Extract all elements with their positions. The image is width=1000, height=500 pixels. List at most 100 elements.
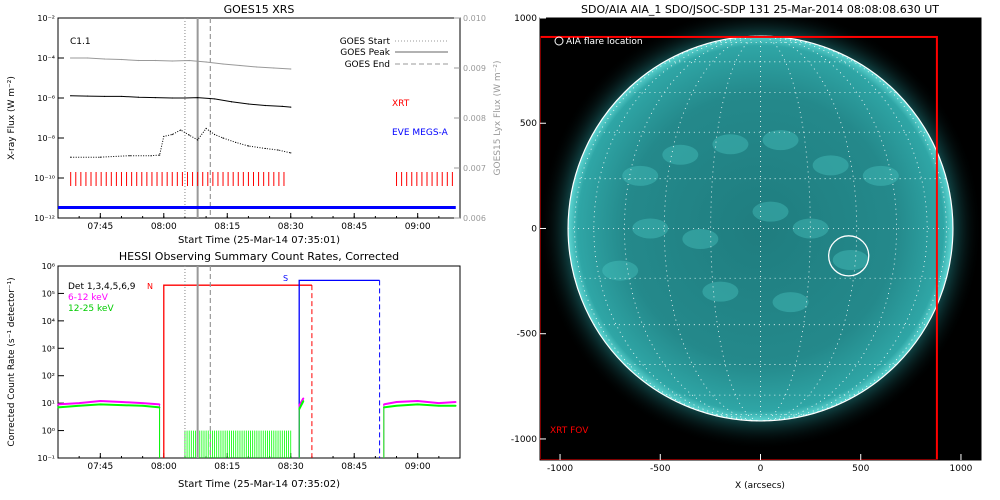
goes-y-tick-label: 10⁻¹² — [34, 214, 55, 223]
aia-x-tick-label: 0 — [758, 464, 764, 474]
aia-y-tick-label: -500 — [517, 330, 538, 340]
goes-data-point — [180, 129, 182, 131]
goes-data-point — [154, 59, 156, 62]
goes-right-y-tick-label: 0.010 — [463, 14, 486, 23]
aia-title: SDO/AIA AIA_1 SDO/JSOC-SDP 131 25-Mar-20… — [581, 3, 939, 16]
aia-bright-region — [622, 165, 659, 186]
hessi-y-tick-label: 10³ — [42, 344, 55, 353]
aia-bright-region — [702, 281, 739, 302]
hessi-night-bracket — [163, 284, 312, 458]
goes-xrt-label: XRT — [392, 99, 410, 109]
hessi-data-point — [416, 400, 419, 402]
aia-bright-region — [632, 218, 669, 239]
hessi-y-tick-label: 10⁵ — [42, 289, 55, 298]
aia-flare-location-circle — [828, 235, 870, 277]
hessi-data-point — [120, 401, 123, 403]
aia-longitude-line — [760, 35, 947, 422]
goes-legend-peak: GOES Peak — [340, 48, 390, 58]
hessi-y-tick-label: 10² — [42, 372, 55, 381]
goes-y-tick-label: 10⁻⁶ — [37, 94, 55, 103]
goes-data-point — [70, 57, 72, 59]
aia-bright-region — [812, 155, 849, 176]
aia-legend-label: AIA flare location — [566, 37, 643, 47]
hessi-data-point — [454, 401, 457, 403]
goes-data-point — [277, 149, 279, 151]
goes-data-point — [171, 133, 173, 136]
hessi-data-point — [454, 405, 457, 407]
goes-data-point — [247, 103, 250, 105]
goes-right-y-tick-label: 0.008 — [463, 114, 486, 123]
goes-y-tick-label: 10⁻¹⁰ — [34, 174, 55, 183]
aia-panel: SDO/AIA AIA_1 SDO/JSOC-SDP 131 25-Mar-20… — [511, 3, 982, 491]
hessi-data-point — [78, 405, 80, 407]
goes-x-tick-label: 08:45 — [341, 222, 367, 232]
aia-x-axis-label: X (arcsecs) — [735, 481, 785, 491]
aia-legend-circle-icon — [554, 36, 564, 46]
hessi-data-point — [395, 401, 398, 403]
hessi-title: HESSI Observing Summary Count Rates, Cor… — [119, 250, 399, 263]
hessi-y-tick-label: 10⁰ — [42, 427, 55, 436]
aia-bright-region — [792, 218, 829, 239]
goes-data-point — [150, 155, 152, 157]
goes-data-point — [120, 95, 123, 98]
goes-data-point — [290, 152, 292, 154]
goes-data-point — [120, 58, 123, 61]
hessi-y-axis-label: Corrected Count Rate (s⁻¹ detector⁻¹) — [7, 277, 17, 446]
goes-right-y-tick-label: 0.009 — [463, 64, 486, 73]
hessi-data-point — [302, 400, 305, 402]
goes-data-point — [197, 139, 199, 141]
goes-data-point — [222, 137, 224, 139]
goes-data-point — [222, 63, 224, 65]
goes-data-point — [137, 96, 139, 98]
hessi-data-point — [120, 404, 123, 406]
goes-eve-coverage-bar — [58, 206, 456, 209]
goes-data-point — [205, 127, 207, 130]
hessi-data-point — [78, 402, 80, 404]
goes-data-point — [264, 147, 266, 150]
goes-title: GOES15 XRS — [224, 3, 295, 16]
goes-x-tick-label: 09:00 — [405, 222, 431, 232]
goes-data-point — [197, 96, 199, 99]
goes-data-point — [205, 61, 207, 63]
goes-y-tick-label: 10⁻⁴ — [37, 54, 55, 63]
hessi-data-point — [395, 405, 398, 407]
goes-data-point — [99, 156, 101, 158]
goes-data-point — [171, 60, 173, 62]
goes-data-point — [129, 155, 131, 157]
aia-bright-region — [862, 165, 899, 186]
goes-data-point — [239, 64, 241, 67]
goes-data-point — [87, 57, 89, 59]
goes-panel: GOES15 XRS Start Time (25-Mar-14 07:35:0… — [7, 3, 503, 246]
hessi-data-point — [57, 403, 59, 406]
goes-data-point — [171, 97, 173, 99]
aia-xrt-fov-label: XRT FOV — [550, 426, 589, 436]
hessi-x-tick-label: 08:30 — [278, 462, 304, 472]
hessi-series-6-12-keV — [298, 397, 305, 407]
goes-y-axis-label: X-ray Flux (W m⁻²) — [7, 76, 17, 160]
aia-x-tick-label: -1000 — [547, 464, 573, 474]
hessi-data-point — [438, 402, 440, 404]
goes-data-point — [213, 133, 216, 136]
aia-x-tick-label: 500 — [852, 464, 869, 474]
goes-data-point — [235, 141, 237, 144]
hessi-data-point — [438, 405, 440, 407]
goes-data-point — [247, 145, 250, 147]
goes-data-point — [137, 59, 139, 62]
goes-right-y-tick-label: 0.007 — [463, 164, 486, 173]
goes-data-point — [290, 106, 292, 108]
hessi-series-6-12-keV — [57, 399, 160, 406]
aia-solar-disk — [568, 36, 953, 421]
aia-longitude-line — [760, 35, 811, 422]
goes-data-point — [230, 101, 233, 103]
hessi-x-tick-label: 08:00 — [151, 462, 177, 472]
hessi-x-tick-label: 09:00 — [405, 462, 431, 472]
goes-x-tick-label: 07:45 — [87, 222, 113, 232]
hessi-saa-flag: S — [283, 274, 288, 283]
hessi-y-tick-label: 10⁻¹ — [37, 454, 55, 463]
hessi-night-flag: N — [147, 282, 153, 291]
hessi-legend-12-25: 12-25 keV — [68, 304, 114, 314]
hessi-series-12-25-keV — [383, 403, 456, 409]
aia-y-tick-label: 1000 — [514, 14, 537, 24]
goes-right-y-tick-label: 0.006 — [463, 214, 486, 223]
goes-data-point — [103, 95, 106, 98]
